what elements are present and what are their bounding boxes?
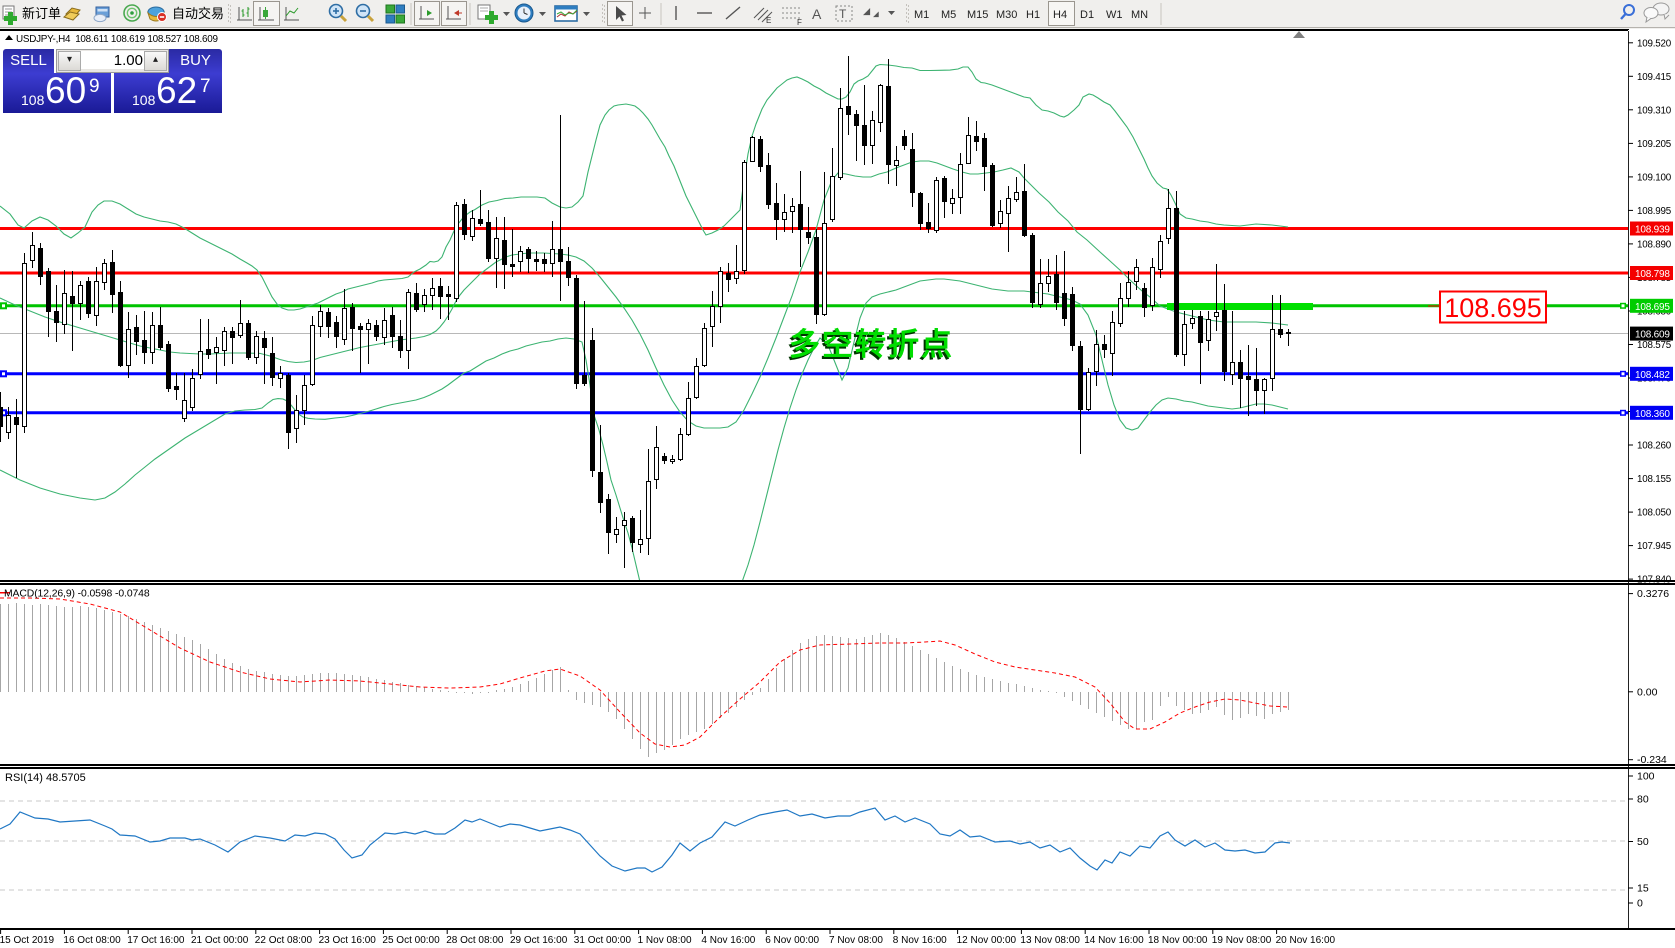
svg-text:0: 0 — [1637, 898, 1643, 910]
svg-text:108.609: 108.609 — [1635, 330, 1670, 341]
svg-text:0.00: 0.00 — [1637, 686, 1658, 698]
svg-text:108.890: 108.890 — [1637, 239, 1672, 250]
svg-text:108.360: 108.360 — [1635, 409, 1670, 420]
svg-text:多空转折点: 多空转折点 — [789, 327, 954, 362]
svg-text:21 Oct 00:00: 21 Oct 00:00 — [191, 935, 249, 946]
svg-text:MACD(12,26,9) -0.0598 -0.0748: MACD(12,26,9) -0.0598 -0.0748 — [4, 589, 150, 600]
svg-text:109.310: 109.310 — [1637, 105, 1672, 116]
svg-text:100: 100 — [1637, 771, 1655, 783]
svg-text:H1: H1 — [1026, 9, 1040, 21]
svg-text:20 Nov 16:00: 20 Nov 16:00 — [1276, 935, 1336, 946]
svg-text:12 Nov 00:00: 12 Nov 00:00 — [957, 935, 1017, 946]
svg-text:M5: M5 — [941, 9, 956, 21]
svg-text:108.695: 108.695 — [1635, 302, 1670, 313]
svg-text:MN: MN — [1131, 9, 1148, 21]
svg-text:80: 80 — [1637, 794, 1649, 806]
svg-text:19 Nov 08:00: 19 Nov 08:00 — [1212, 935, 1272, 946]
svg-text:M15: M15 — [967, 9, 988, 21]
svg-text:M1: M1 — [914, 9, 929, 21]
svg-text:23 Oct 16:00: 23 Oct 16:00 — [319, 935, 377, 946]
svg-text:4 Nov 16:00: 4 Nov 16:00 — [701, 935, 755, 946]
svg-text:A: A — [812, 6, 822, 22]
svg-text:50: 50 — [1637, 836, 1649, 848]
svg-text:0.3276: 0.3276 — [1637, 588, 1669, 600]
svg-text:8 Nov 16:00: 8 Nov 16:00 — [893, 935, 947, 946]
svg-text:自动交易: 自动交易 — [172, 6, 224, 21]
svg-text:18 Nov 00:00: 18 Nov 00:00 — [1148, 935, 1208, 946]
svg-text:T: T — [839, 7, 847, 21]
svg-text:新订单: 新订单 — [22, 6, 61, 21]
svg-text:F: F — [797, 18, 802, 27]
svg-text:108.995: 108.995 — [1637, 206, 1672, 217]
svg-text:31 Oct 00:00: 31 Oct 00:00 — [574, 935, 632, 946]
svg-text:-0.234: -0.234 — [1637, 754, 1667, 766]
svg-text:22 Oct 08:00: 22 Oct 08:00 — [255, 935, 313, 946]
svg-text:108.155: 108.155 — [1637, 474, 1672, 485]
svg-text:D1: D1 — [1080, 9, 1094, 21]
svg-text:H4: H4 — [1053, 9, 1067, 21]
svg-text:W1: W1 — [1106, 9, 1123, 21]
svg-text:7 Nov 08:00: 7 Nov 08:00 — [829, 935, 883, 946]
svg-text:107.945: 107.945 — [1637, 541, 1672, 552]
svg-text:28 Oct 08:00: 28 Oct 08:00 — [446, 935, 504, 946]
svg-text:15: 15 — [1637, 883, 1649, 895]
svg-text:17 Oct 16:00: 17 Oct 16:00 — [127, 935, 185, 946]
svg-text:108.050: 108.050 — [1637, 508, 1672, 519]
svg-text:M30: M30 — [996, 9, 1017, 21]
svg-text:14 Nov 16:00: 14 Nov 16:00 — [1084, 935, 1144, 946]
svg-text:109.100: 109.100 — [1637, 172, 1672, 183]
svg-text:RSI(14) 48.5705: RSI(14) 48.5705 — [5, 772, 86, 784]
svg-text:13 Nov 08:00: 13 Nov 08:00 — [1020, 935, 1080, 946]
svg-text:1 Nov 08:00: 1 Nov 08:00 — [638, 935, 692, 946]
svg-text:109.415: 109.415 — [1637, 72, 1672, 83]
svg-text:29 Oct 16:00: 29 Oct 16:00 — [510, 935, 568, 946]
svg-text:109.520: 109.520 — [1637, 38, 1672, 49]
svg-text:15 Oct 2019: 15 Oct 2019 — [0, 935, 55, 946]
svg-text:108.482: 108.482 — [1635, 370, 1670, 381]
svg-text:USDJPY-,H4 108.611 108.619 10: USDJPY-,H4 108.611 108.619 108.527 108.6… — [16, 34, 218, 45]
svg-text:108.939: 108.939 — [1635, 225, 1670, 236]
svg-text:25 Oct 00:00: 25 Oct 00:00 — [382, 935, 440, 946]
svg-text:108.575: 108.575 — [1637, 340, 1672, 351]
svg-text:108.260: 108.260 — [1637, 441, 1672, 452]
svg-text:109.205: 109.205 — [1637, 139, 1672, 150]
svg-text:16 Oct 08:00: 16 Oct 08:00 — [63, 935, 121, 946]
svg-text:108.695: 108.695 — [1444, 293, 1542, 323]
svg-text:108.798: 108.798 — [1635, 269, 1670, 280]
svg-text:E: E — [766, 16, 771, 25]
svg-text:6 Nov 00:00: 6 Nov 00:00 — [765, 935, 819, 946]
